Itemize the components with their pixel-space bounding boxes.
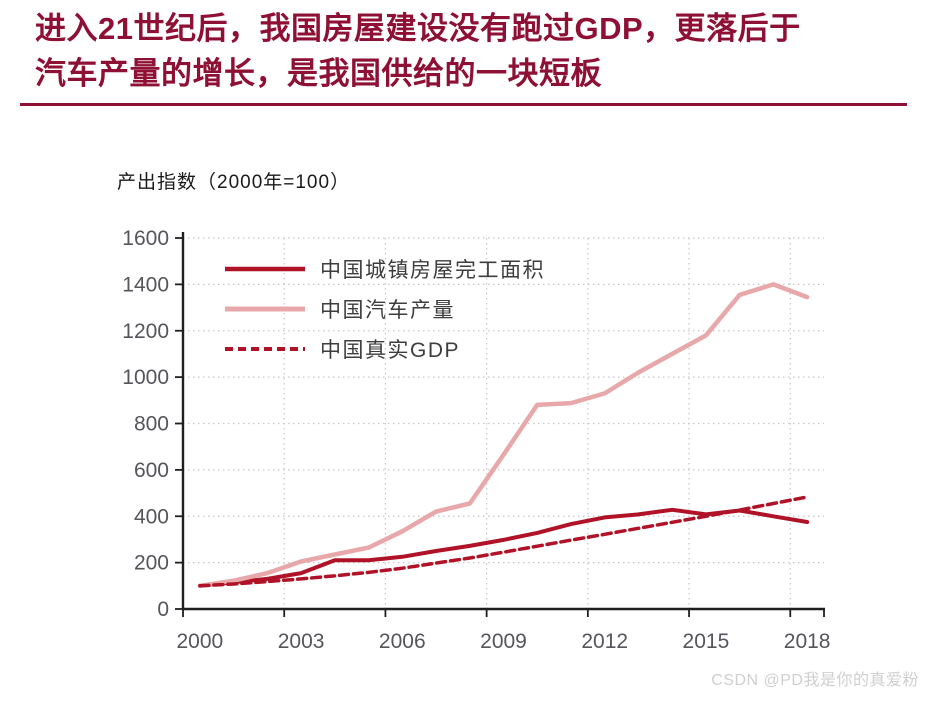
legend-line-auto-sample (225, 306, 305, 312)
legend-item-housing: 中国城镇房屋完工面积 (223, 249, 545, 289)
legend-line-housing-sample (225, 266, 305, 272)
legend-label-gdp: 中国真实GDP (320, 339, 461, 362)
x-tick-label: 2015 (683, 630, 730, 653)
title-divider (20, 103, 907, 106)
y-tick-label: 1000 (122, 366, 169, 389)
y-tick-label: 1200 (122, 320, 169, 343)
x-tick-label: 2012 (581, 630, 628, 653)
y-tick-label: 600 (134, 459, 169, 482)
legend-label-auto: 中国汽车产量 (320, 299, 455, 322)
x-tick-label: 2006 (379, 630, 426, 653)
legend-item-auto: 中国汽车产量 (223, 289, 545, 329)
watermark: CSDN @PD我是你的真爱粉 (711, 672, 919, 689)
series-line-0 (197, 507, 810, 588)
y-tick-label: 1600 (122, 227, 169, 250)
legend-label-housing: 中国城镇房屋完工面积 (320, 259, 545, 282)
y-tick-label: 200 (134, 552, 169, 575)
chart-subtitle: 产出指数（2000年=100） (117, 172, 351, 193)
x-tick-label: 2018 (784, 630, 831, 653)
page-title-line2: 汽车产量的增长，是我国供给的一块短板 (35, 56, 602, 91)
legend: 中国城镇房屋完工面积 中国汽车产量 中国真实GDP (223, 249, 545, 369)
x-tick-label: 2003 (278, 630, 325, 653)
series-line-2 (198, 495, 809, 588)
page-title: 进入21世纪后，我国房屋建设没有跑过GDP，更落后于 汽车产量的增长，是我国供给… (35, 6, 905, 96)
y-tick-label: 0 (157, 598, 169, 621)
y-tick-label: 400 (134, 505, 169, 528)
y-tick-label: 1400 (122, 273, 169, 296)
y-tick-label: 800 (134, 413, 169, 436)
x-tick-label: 2009 (480, 630, 527, 653)
series-line-1 (197, 282, 810, 589)
legend-line-gdp-sample (225, 347, 305, 351)
x-tick-label: 2000 (177, 630, 224, 653)
page-title-line1: 进入21世纪后，我国房屋建设没有跑过GDP，更落后于 (35, 11, 801, 46)
legend-item-gdp: 中国真实GDP (223, 329, 545, 369)
